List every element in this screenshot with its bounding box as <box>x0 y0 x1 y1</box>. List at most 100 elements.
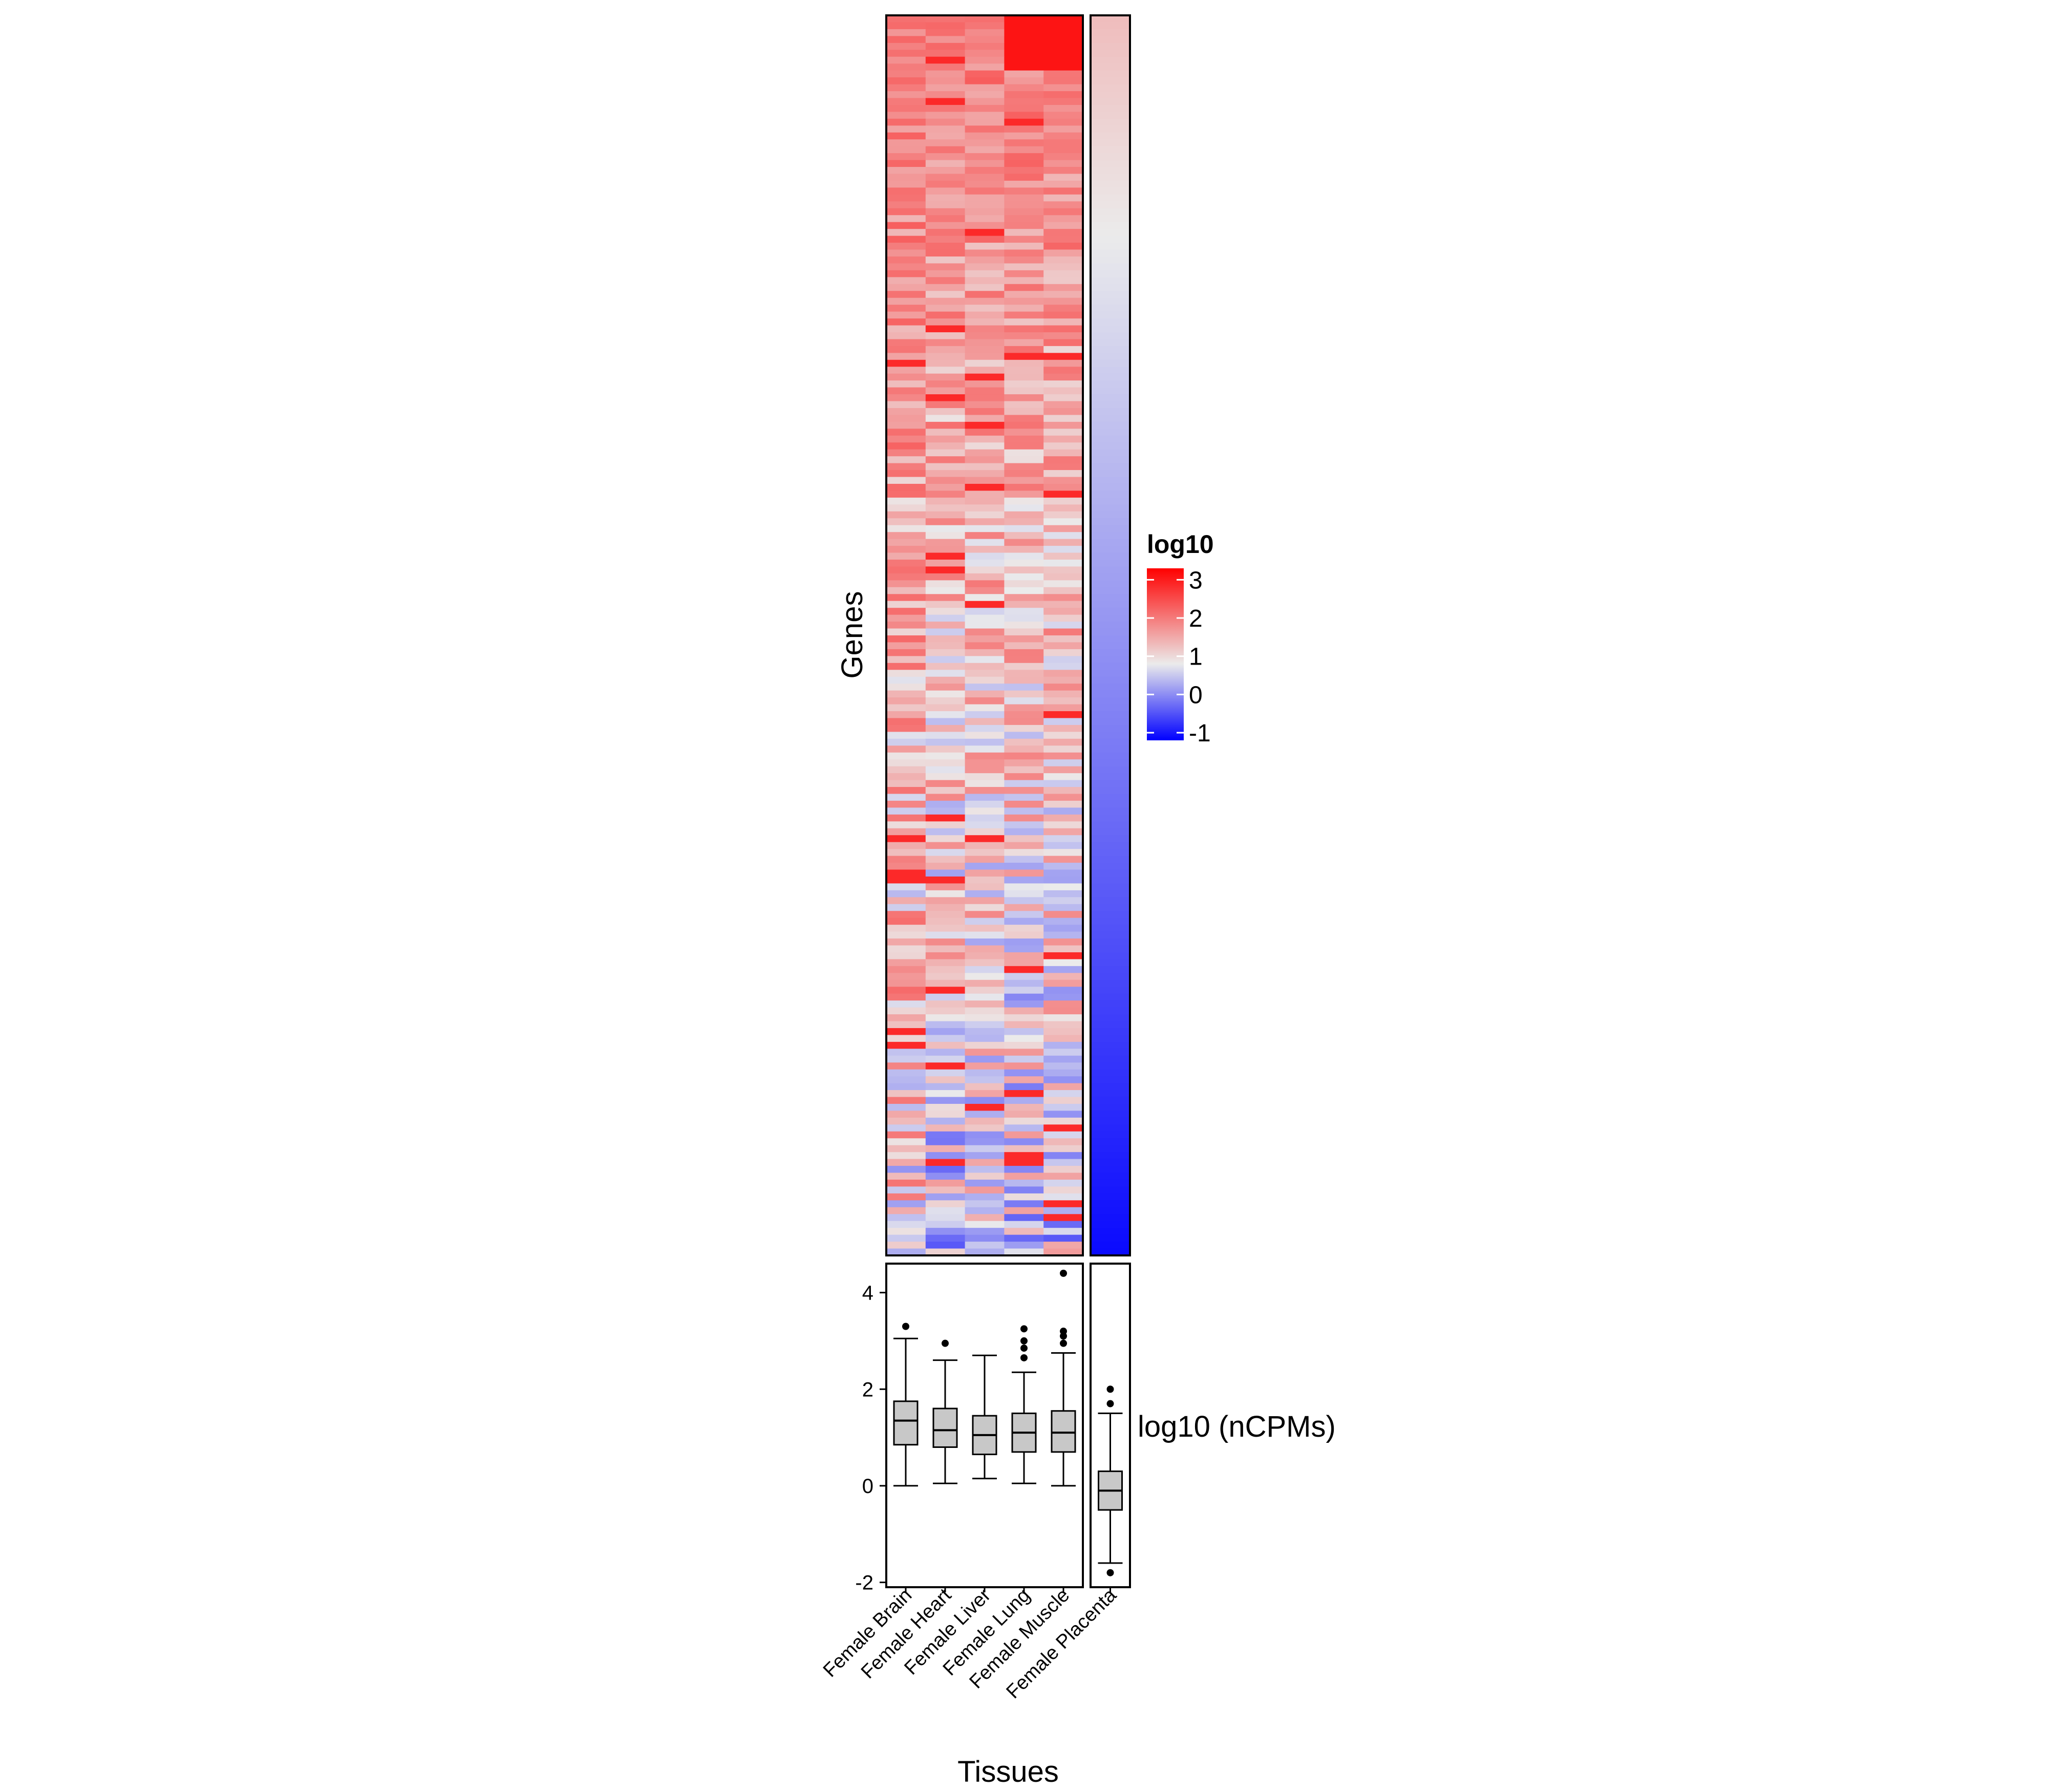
heatmap-cell <box>965 160 1005 167</box>
heatmap-cell <box>1043 22 1083 30</box>
y-tick-label: 2 <box>862 1378 873 1401</box>
heatmap-cell <box>1004 305 1044 312</box>
heatmap-cell <box>1043 1090 1083 1098</box>
heatmap-placenta-cell <box>1091 821 1130 829</box>
boxplot-female-lung <box>1011 1325 1037 1484</box>
heatmap-cell <box>886 1124 926 1132</box>
heatmap-cell <box>886 911 926 919</box>
heatmap-cell <box>1004 697 1044 705</box>
heatmap-cell <box>1043 1083 1083 1091</box>
heatmap-cell <box>965 1221 1005 1228</box>
heatmap-cell <box>1043 429 1083 436</box>
heatmap-cell <box>1004 800 1044 808</box>
heatmap-cell <box>1004 243 1044 250</box>
heatmap-cell <box>925 1234 966 1242</box>
heatmap-cell <box>1004 429 1044 436</box>
heatmap-placenta-cell <box>1091 869 1130 877</box>
heatmap-cell <box>1004 518 1044 526</box>
heatmap-placenta-cell <box>1091 525 1130 532</box>
heatmap-cell <box>1043 828 1083 836</box>
heatmap-cell <box>1043 738 1083 746</box>
heatmap-cell <box>1004 1234 1044 1242</box>
heatmap-placenta-cell <box>1091 1062 1130 1070</box>
heatmap-placenta-cell <box>1091 1242 1130 1249</box>
heatmap-cell <box>1004 759 1044 767</box>
heatmap-cell <box>1004 256 1044 264</box>
y-tick-label: -2 <box>855 1572 873 1594</box>
heatmap-cell <box>965 1186 1005 1194</box>
heatmap-cell <box>1043 518 1083 526</box>
heatmap-cell <box>1043 745 1083 753</box>
heatmap-cell <box>1004 1207 1044 1214</box>
heatmap-cell <box>965 1097 1005 1104</box>
heatmap-placenta-cell <box>1091 849 1130 857</box>
heatmap-cell <box>1004 794 1044 801</box>
heatmap-cell <box>1004 236 1044 243</box>
heatmap-cell <box>1043 367 1083 374</box>
heatmap-cell <box>1043 869 1083 877</box>
heatmap-cell <box>886 153 926 161</box>
heatmap-cell <box>1043 1041 1083 1049</box>
heatmap-cell <box>1004 987 1044 994</box>
heatmap-cell <box>1004 270 1044 278</box>
heatmap-cell <box>1043 470 1083 478</box>
heatmap-cell <box>925 497 966 505</box>
heatmap-cell <box>925 215 966 223</box>
heatmap-cell <box>965 622 1005 629</box>
heatmap-cell <box>965 676 1005 684</box>
heatmap-cell <box>1043 222 1083 229</box>
heatmap-cell <box>925 993 966 1001</box>
heatmap-cell <box>925 807 966 815</box>
heatmap-cell <box>1004 291 1044 298</box>
heatmap-cell <box>886 656 926 664</box>
heatmap-cell <box>965 787 1005 795</box>
heatmap-cell <box>965 539 1005 546</box>
heatmap-cell <box>1004 373 1044 381</box>
heatmap-cell <box>1004 160 1044 167</box>
heatmap-placenta-cell <box>1091 614 1130 622</box>
heatmap-cell <box>925 153 966 161</box>
heatmap-cell <box>965 15 1005 23</box>
heatmap-cell <box>965 367 1005 374</box>
heatmap-cell <box>1004 477 1044 484</box>
heatmap-cell <box>886 1083 926 1091</box>
heatmap-cell <box>886 325 926 333</box>
heatmap-cell <box>925 284 966 291</box>
heatmap-cell <box>1043 1221 1083 1228</box>
heatmap-cell <box>1043 546 1083 553</box>
heatmap-cell <box>886 277 926 285</box>
heatmap-cell <box>1043 1076 1083 1084</box>
heatmap-cell <box>925 208 966 216</box>
heatmap-placenta-cell <box>1091 236 1130 243</box>
heatmap-placenta-cell <box>1091 497 1130 505</box>
heatmap-cell <box>886 800 926 808</box>
heatmap-cell <box>886 835 926 843</box>
legend-colorbar <box>1147 568 1184 740</box>
heatmap-placenta-cell <box>1091 77 1130 85</box>
heatmap-cell <box>1043 63 1083 71</box>
heatmap-cell <box>925 752 966 760</box>
heatmap-cell <box>886 787 926 795</box>
heatmap-placenta-cell <box>1091 1186 1130 1194</box>
heatmap-cell <box>886 167 926 175</box>
heatmap-cell <box>965 807 1005 815</box>
heatmap-cell <box>886 1117 926 1125</box>
heatmap-cell <box>965 504 1005 512</box>
heatmap-placenta-cell <box>1091 622 1130 629</box>
heatmap-cell <box>965 869 1005 877</box>
heatmap-cell <box>1043 856 1083 863</box>
heatmap-cell <box>1004 325 1044 333</box>
heatmap-cell <box>1004 628 1044 636</box>
heatmap-placenta-cell <box>1091 842 1130 849</box>
heatmap-cell <box>1004 1049 1044 1056</box>
heatmap-cell <box>965 353 1005 360</box>
heatmap-cell <box>886 1221 926 1228</box>
heatmap-cell <box>1043 966 1083 973</box>
heatmap-cell <box>886 1049 926 1056</box>
heatmap-cell <box>1004 139 1044 147</box>
heatmap-cell <box>1043 174 1083 181</box>
heatmap-cell <box>1043 153 1083 161</box>
heatmap-cell <box>925 1228 966 1235</box>
heatmap-cell <box>925 22 966 30</box>
heatmap-cell <box>925 642 966 650</box>
